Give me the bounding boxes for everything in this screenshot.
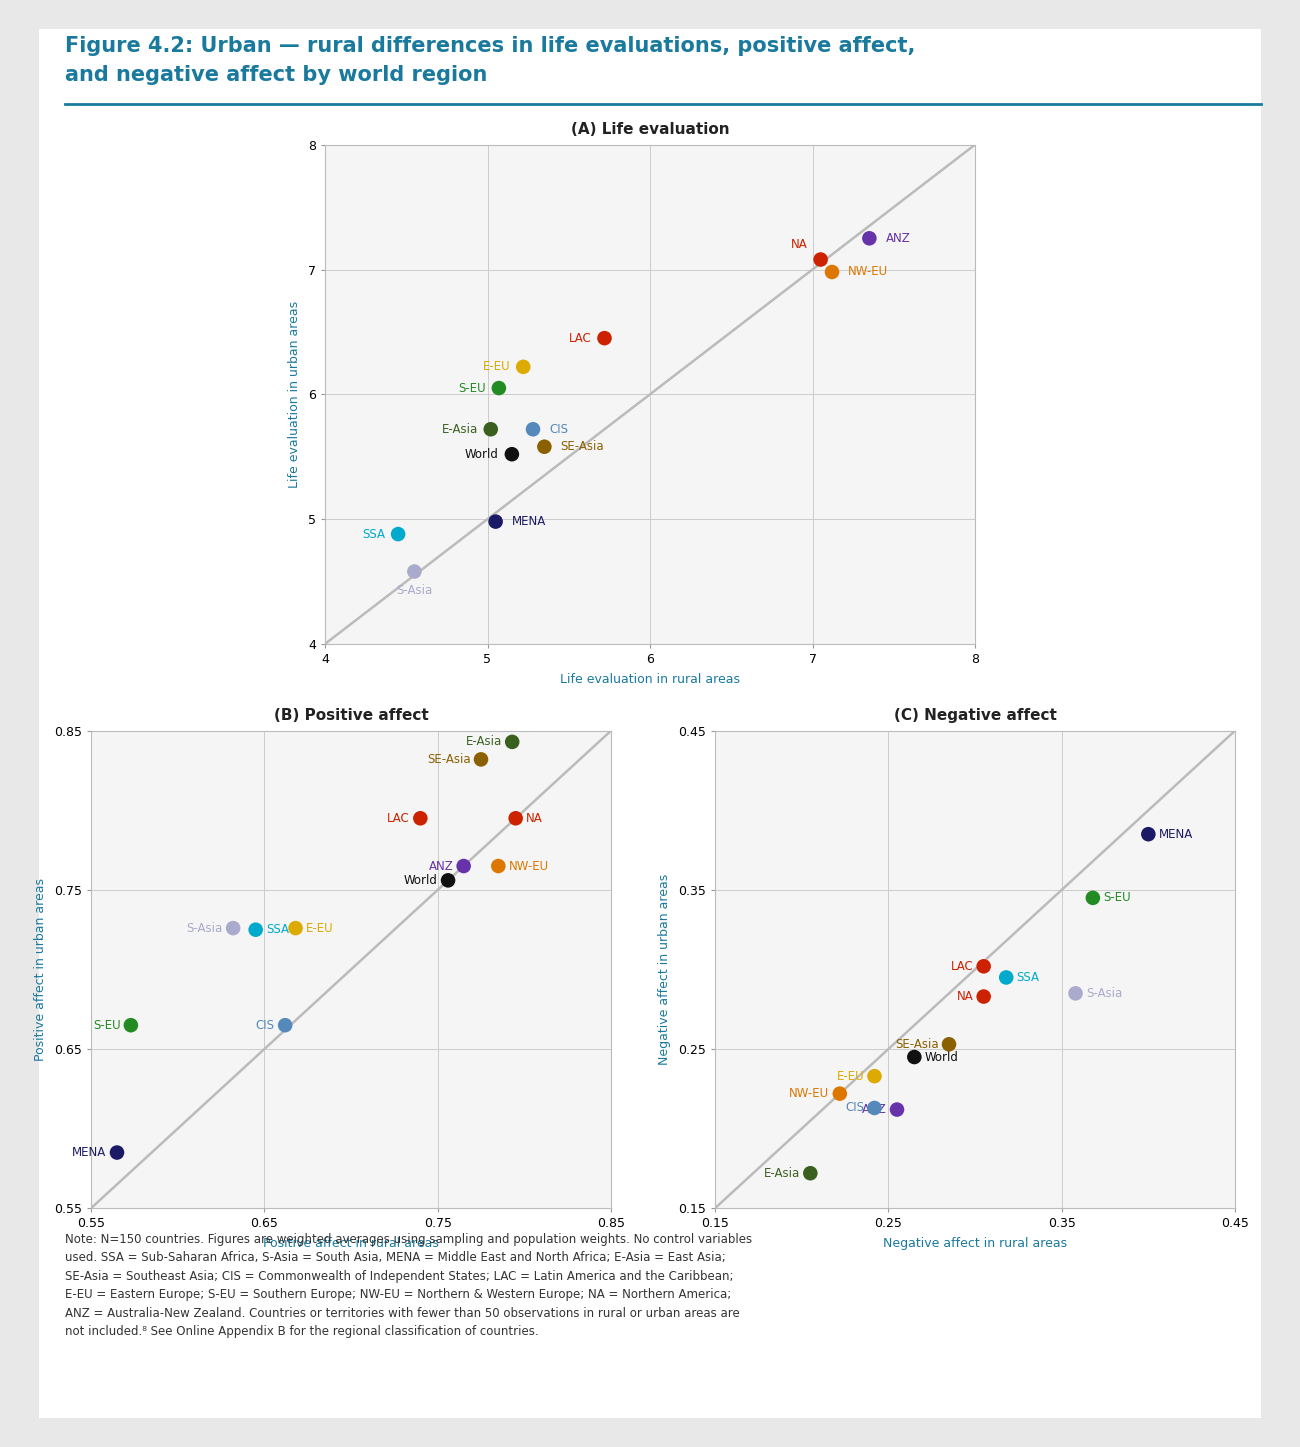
Y-axis label: Negative affect in urban areas: Negative affect in urban areas — [658, 874, 671, 1065]
Text: CIS: CIS — [845, 1101, 864, 1114]
Text: SSA: SSA — [363, 528, 385, 541]
Point — [864, 1065, 885, 1088]
Point — [506, 807, 526, 831]
Point — [502, 731, 523, 754]
Text: E-Asia: E-Asia — [442, 423, 477, 436]
Point — [594, 327, 615, 350]
Title: (A) Life evaluation: (A) Life evaluation — [571, 122, 729, 136]
Point — [387, 522, 408, 546]
Point — [1083, 886, 1104, 910]
Point — [454, 854, 474, 877]
Text: S-Asia: S-Asia — [1086, 987, 1122, 1000]
Text: MENA: MENA — [1158, 828, 1193, 841]
Point — [1138, 822, 1158, 845]
Title: (B) Positive affect: (B) Positive affect — [273, 708, 429, 722]
Text: E-EU: E-EU — [482, 360, 510, 373]
Point — [502, 443, 523, 466]
Text: NW-EU: NW-EU — [508, 860, 549, 873]
Text: and negative affect by world region: and negative affect by world region — [65, 65, 488, 85]
Text: E-Asia: E-Asia — [465, 735, 502, 748]
Point — [974, 955, 995, 978]
Text: World: World — [404, 874, 438, 887]
Point — [438, 868, 459, 891]
Point — [523, 418, 543, 441]
Point — [974, 985, 995, 1009]
Point — [274, 1013, 295, 1036]
Text: E-Asia: E-Asia — [763, 1166, 800, 1179]
Point — [903, 1045, 924, 1068]
Text: Figure 4.2: Urban — rural differences in life evaluations, positive affect,: Figure 4.2: Urban — rural differences in… — [65, 36, 915, 56]
Text: S-EU: S-EU — [1104, 891, 1131, 904]
Text: ANZ: ANZ — [429, 860, 454, 873]
Point — [285, 916, 306, 939]
Text: S-EU: S-EU — [458, 382, 486, 395]
Text: CIS: CIS — [549, 423, 568, 436]
Y-axis label: Positive affect in urban areas: Positive affect in urban areas — [34, 878, 47, 1061]
X-axis label: Positive affect in rural areas: Positive affect in rural areas — [263, 1237, 439, 1250]
Point — [404, 560, 425, 583]
Point — [480, 418, 500, 441]
Text: S-Asia: S-Asia — [396, 583, 433, 596]
Point — [939, 1033, 959, 1056]
Text: World: World — [924, 1051, 958, 1064]
Text: NW-EU: NW-EU — [848, 265, 888, 278]
Point — [107, 1142, 127, 1165]
Text: SSA: SSA — [1017, 971, 1040, 984]
Point — [485, 509, 506, 532]
Point — [489, 376, 510, 399]
Y-axis label: Life evaluation in urban areas: Life evaluation in urban areas — [289, 301, 302, 488]
Text: NA: NA — [957, 990, 974, 1003]
Text: E-EU: E-EU — [836, 1069, 864, 1082]
Point — [246, 919, 266, 942]
Text: SSA: SSA — [266, 923, 289, 936]
Point — [222, 916, 243, 939]
Point — [996, 967, 1017, 990]
Text: MENA: MENA — [73, 1146, 107, 1159]
Text: LAC: LAC — [569, 331, 592, 344]
Text: Note: N=150 countries. Figures are weighted averages using sampling and populati: Note: N=150 countries. Figures are weigh… — [65, 1233, 753, 1338]
Text: S-Asia: S-Asia — [186, 922, 222, 935]
Text: SE-Asia: SE-Asia — [560, 440, 604, 453]
Text: LAC: LAC — [387, 812, 410, 825]
Point — [822, 260, 842, 284]
Text: NW-EU: NW-EU — [789, 1087, 829, 1100]
Text: S-EU: S-EU — [92, 1019, 121, 1032]
Point — [471, 748, 491, 771]
Text: NA: NA — [526, 812, 543, 825]
Point — [534, 436, 555, 459]
X-axis label: Life evaluation in rural areas: Life evaluation in rural areas — [560, 673, 740, 686]
X-axis label: Negative affect in rural areas: Negative affect in rural areas — [883, 1237, 1067, 1250]
Text: MENA: MENA — [512, 515, 546, 528]
Point — [864, 1097, 885, 1120]
Text: CIS: CIS — [256, 1019, 274, 1032]
Text: World: World — [465, 447, 499, 460]
Point — [1065, 983, 1086, 1006]
Point — [512, 356, 534, 379]
Point — [810, 247, 831, 271]
Text: SE-Asia: SE-Asia — [894, 1037, 939, 1051]
Point — [488, 854, 508, 877]
Point — [887, 1098, 907, 1121]
Point — [859, 227, 880, 250]
Point — [829, 1082, 850, 1106]
Title: (C) Negative affect: (C) Negative affect — [893, 708, 1057, 722]
Point — [121, 1013, 142, 1036]
Text: NA: NA — [790, 239, 807, 250]
Text: E-EU: E-EU — [306, 922, 334, 935]
Point — [800, 1162, 820, 1185]
Text: ANZ: ANZ — [885, 232, 910, 245]
Text: ANZ: ANZ — [862, 1103, 887, 1116]
Text: LAC: LAC — [950, 959, 974, 972]
Text: SE-Asia: SE-Asia — [426, 752, 471, 765]
Point — [410, 807, 430, 831]
